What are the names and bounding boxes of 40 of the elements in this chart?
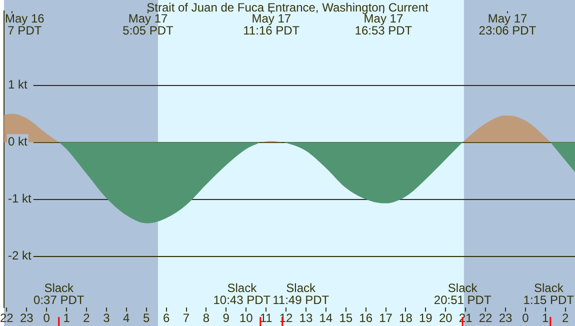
x-tick-label: 2 xyxy=(83,311,90,326)
y-tick-label: 0 kt xyxy=(8,134,28,149)
x-tick-label: 1 xyxy=(63,311,70,326)
x-tick-label: 18 xyxy=(399,311,413,326)
ref-line-label: May 17 23:06 PDT xyxy=(478,11,537,38)
x-tick-label: 6 xyxy=(162,311,170,326)
x-tick-label: 8 xyxy=(202,311,210,326)
x-tick-label: 15 xyxy=(339,311,353,326)
ref-line-label: May 17 11:16 PDT xyxy=(243,11,300,38)
x-tick-label: 20 xyxy=(438,311,453,326)
x-tick-label: 16 xyxy=(359,311,373,326)
x-tick-label: 19 xyxy=(419,311,433,326)
x-tick-label: 5 xyxy=(143,311,150,326)
x-tick-label: 7 xyxy=(182,311,190,326)
x-tick-label: 17 xyxy=(379,311,393,326)
x-tick-label: 22 xyxy=(0,311,14,326)
y-tick-label: -1 kt xyxy=(8,192,32,206)
ref-line-label: May 17 5:05 PDT xyxy=(122,11,174,38)
x-tick-label: 23 xyxy=(498,311,512,326)
y-tick-label: 1 kt xyxy=(8,78,28,92)
x-tick-label: 9 xyxy=(222,311,230,326)
x-tick-label: 14 xyxy=(319,311,333,326)
ref-line-label: Slack 20:51 PDT xyxy=(434,280,492,307)
x-tick-label: 4 xyxy=(123,311,130,326)
x-tick-label: 1 xyxy=(542,311,550,326)
x-tick-label: 13 xyxy=(299,311,313,326)
x-tick-label: 0 xyxy=(522,311,530,326)
x-tick-label: 11 xyxy=(260,311,273,326)
x-tick-label: 22 xyxy=(478,311,493,326)
x-tick-label: 0 xyxy=(43,311,50,326)
y-tick-label: -2 kt xyxy=(8,248,32,263)
x-tick-label: 2 xyxy=(562,311,570,326)
ref-line-label: May 16 7 PDT xyxy=(4,11,45,38)
ref-line-label: Slack 1:15 PDT xyxy=(523,280,575,307)
x-tick-label: 23 xyxy=(20,311,34,326)
ref-line-label: Slack 11:49 PDT xyxy=(272,280,330,307)
x-tick-label: 3 xyxy=(103,311,110,326)
ref-line-label: Slack 0:37 PDT xyxy=(34,280,85,307)
x-tick-label: 10 xyxy=(239,311,254,326)
ref-line-label: Slack 10:43 PDT xyxy=(213,280,272,307)
